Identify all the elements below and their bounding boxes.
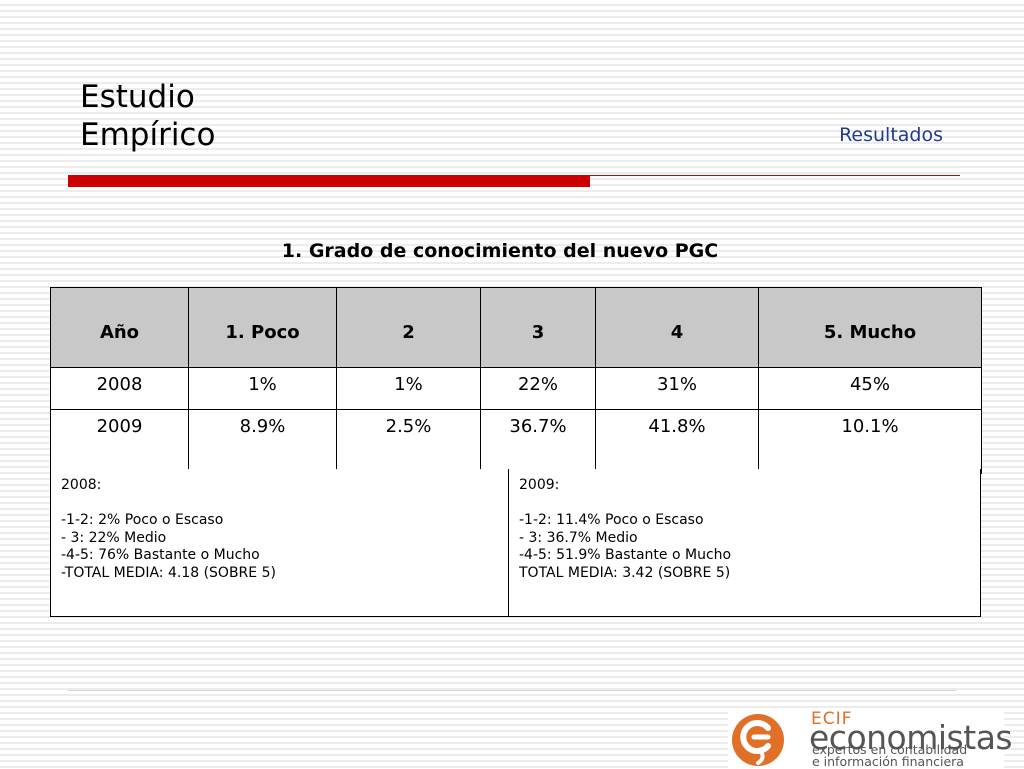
header-cell-1: 1. Poco bbox=[188, 287, 337, 368]
notes-line: -4-5: 51.9% Bastante o Mucho bbox=[519, 547, 732, 563]
notes-2008: 2008: -1-2: 2% Poco o Escaso - 3: 22% Me… bbox=[51, 469, 509, 616]
table-row: 2008 1% 1% 22% 31% 45% bbox=[50, 367, 982, 410]
notes-line: -4-5: 76% Bastante o Mucho bbox=[61, 547, 260, 563]
table-cell: 45% bbox=[758, 367, 982, 410]
summary-notes: 2008: -1-2: 2% Poco o Escaso - 3: 22% Me… bbox=[50, 469, 981, 617]
logo-brand-top: ECIF bbox=[811, 709, 853, 729]
table-cell: 1% bbox=[188, 367, 337, 410]
header-cell-year: Año bbox=[50, 287, 189, 368]
table-header-row: Año 1. Poco 2 3 4 5. Mucho bbox=[50, 287, 982, 368]
notes-heading: 2009: bbox=[519, 477, 560, 493]
notes-line: -TOTAL MEDIA: 4.18 (SOBRE 5) bbox=[61, 564, 276, 581]
notes-spacer bbox=[519, 495, 970, 513]
table-cell: 1% bbox=[336, 367, 481, 410]
notes-heading: 2008: bbox=[61, 477, 102, 493]
ecif-logo-icon bbox=[732, 714, 784, 766]
header-cell-2: 2 bbox=[336, 287, 481, 368]
table-cell: 2009 bbox=[50, 409, 189, 474]
table-cell: 31% bbox=[595, 367, 759, 410]
footer-rule bbox=[68, 690, 956, 691]
slide-title: Estudio Empírico bbox=[80, 78, 215, 154]
notes-2009: 2009: -1-2: 11.4% Poco o Escaso - 3: 36.… bbox=[509, 469, 980, 616]
logo-brand-name: economistas bbox=[809, 718, 1013, 757]
logo-tagline-1: expertos en contabilidad bbox=[812, 742, 968, 757]
header-red-bar bbox=[68, 175, 590, 187]
table-cell: 41.8% bbox=[595, 409, 759, 474]
notes-line: TOTAL MEDIA: 3.42 (SOBRE 5) bbox=[519, 564, 731, 581]
header-cell-3: 3 bbox=[480, 287, 596, 368]
notes-line: -1-2: 11.4% Poco o Escaso bbox=[519, 512, 704, 528]
header-cell-5: 5. Mucho bbox=[758, 287, 982, 368]
table-cell: 8.9% bbox=[188, 409, 337, 474]
table-cell: 2.5% bbox=[336, 409, 481, 474]
results-table: Año 1. Poco 2 3 4 5. Mucho 2008 1% 1% 22… bbox=[50, 287, 982, 474]
header-thin-rule bbox=[590, 175, 960, 176]
notes-line: -1-2: 2% Poco o Escaso bbox=[61, 512, 224, 528]
table-cell: 2008 bbox=[50, 367, 189, 410]
table-row: 2009 8.9% 2.5% 36.7% 41.8% 10.1% bbox=[50, 409, 982, 474]
ecif-economistas-logo: ECIF economistas expertos en contabilida… bbox=[728, 708, 1013, 769]
table-cell: 10.1% bbox=[758, 409, 982, 474]
title-line-1: Estudio bbox=[80, 79, 195, 115]
section-title: 1. Grado de conocimiento del nuevo PGC bbox=[281, 240, 719, 262]
table-cell: 36.7% bbox=[480, 409, 596, 474]
notes-line: - 3: 36.7% Medio bbox=[519, 529, 638, 546]
logo-tagline-2: e información financiera bbox=[812, 754, 964, 769]
title-line-2: Empírico bbox=[80, 117, 216, 153]
notes-line: - 3: 22% Medio bbox=[61, 529, 167, 546]
header-cell-4: 4 bbox=[595, 287, 759, 368]
notes-spacer bbox=[61, 495, 498, 513]
slide-subtitle: Resultados bbox=[839, 124, 943, 146]
table-cell: 22% bbox=[480, 367, 596, 410]
